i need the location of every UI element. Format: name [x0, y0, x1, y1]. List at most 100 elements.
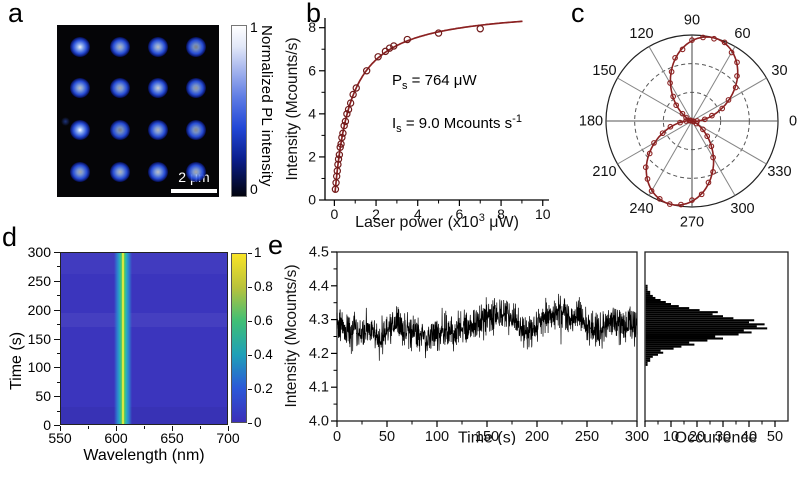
histogram-bar	[645, 301, 666, 304]
y-minor-tick	[56, 324, 60, 326]
angle-label: 210	[592, 164, 616, 180]
y-tick-label: 0	[43, 417, 51, 433]
data-point	[678, 201, 684, 208]
x-tick-label: 700	[216, 430, 240, 446]
histogram-bar	[645, 341, 690, 344]
data-point	[666, 201, 673, 207]
panel-d-heatmap	[60, 252, 228, 425]
colorbar-tick	[248, 321, 252, 322]
data-point	[690, 118, 697, 125]
histogram-bar	[645, 349, 661, 352]
y-tick	[54, 338, 60, 340]
histogram-bar	[645, 288, 648, 291]
histogram-bar	[645, 294, 653, 297]
y-tick-label: 0	[308, 192, 316, 208]
histogram-bar	[645, 359, 651, 362]
histogram-bar	[645, 363, 648, 366]
y-tick-label: 4	[308, 105, 316, 121]
annotation-is-pre: I	[392, 115, 397, 132]
data-point	[352, 84, 360, 92]
data-point	[679, 46, 686, 53]
histogram-bar	[645, 305, 679, 308]
angle-label: 300	[730, 201, 754, 217]
histogram-bar	[645, 298, 661, 302]
histogram-xlabel: Occurrence	[675, 430, 758, 446]
histogram-bar	[645, 290, 651, 293]
pl-spot	[147, 119, 168, 140]
annotation-saturation-power: Ps = 764 μW	[392, 72, 477, 92]
emission-line-605nm	[114, 253, 132, 424]
y-tick	[54, 252, 60, 253]
x-tick-label: 100	[425, 429, 449, 445]
data-point	[338, 133, 346, 142]
histogram-bar	[645, 286, 648, 289]
data-point	[667, 123, 674, 130]
y-tick-label: 8	[308, 19, 316, 35]
angle-label: 90	[684, 13, 700, 29]
data-point	[648, 188, 655, 194]
panel-b-ylabel: Intensity (Mcounts/s)	[285, 38, 301, 181]
data-point	[710, 169, 716, 175]
panel-e-label: e	[268, 230, 284, 260]
data-point	[339, 129, 347, 137]
x-minor-tick	[88, 426, 89, 429]
angle-label: 330	[767, 164, 791, 180]
histogram-bar	[645, 361, 648, 364]
data-point	[341, 117, 350, 126]
panel-e-time-trace-plot: 0 50 100 150 200 250 300 4.0 4.1 4.2 4.3 4.4 4.5 Time…	[283, 245, 645, 445]
data-point	[642, 164, 649, 171]
panel-e-ylabel: Intensity (Mcounts/s)	[283, 265, 300, 408]
annotation-saturation-intensity: Is = 9.0 Mcounts s-1	[392, 113, 522, 135]
y-tick	[54, 425, 60, 426]
data-point	[677, 119, 683, 126]
y-tick-label: 4.3	[309, 312, 329, 328]
histogram-bar	[645, 329, 744, 332]
x-tick-label: 50	[767, 429, 783, 445]
angle-label: 0	[789, 114, 797, 130]
y-minor-tick	[56, 381, 60, 383]
angle-label: 180	[579, 114, 603, 130]
histogram-bar	[645, 311, 718, 314]
pl-spot	[147, 77, 168, 98]
panel-b-label: b	[306, 0, 322, 28]
histogram-bar	[645, 307, 690, 310]
pl-spot	[185, 119, 206, 140]
x-tick-label: 50	[379, 429, 395, 445]
x-tick-label: 200	[525, 429, 549, 445]
pl-spot	[185, 77, 206, 98]
x-tick-label: 10	[663, 429, 679, 445]
y-minor-tick	[56, 352, 60, 354]
x-minor-tick	[200, 426, 201, 429]
x-tick	[116, 426, 117, 431]
data-point	[646, 150, 653, 157]
pl-spot	[147, 37, 168, 58]
panel-a-colorbar	[231, 25, 247, 197]
x-tick-label: 8	[497, 206, 505, 222]
x-tick-label: 40	[741, 429, 757, 445]
panel-d-label: d	[2, 222, 18, 252]
histogram-bar	[645, 337, 723, 340]
data-point	[705, 179, 712, 186]
x-tick-label: 600	[104, 430, 128, 446]
annotation-is-sub: s	[396, 123, 402, 135]
pl-spot	[110, 119, 131, 140]
histogram-bar	[645, 325, 757, 328]
data-point	[734, 73, 740, 79]
data-point	[721, 39, 728, 46]
pl-spot	[70, 37, 91, 58]
colorbar-tick-label: 1	[254, 245, 262, 260]
colorbar-tick-label: 0.6	[254, 313, 273, 328]
heatmap-band	[61, 312, 227, 327]
data-point	[656, 196, 663, 202]
y-tick-label: 4.2	[309, 346, 329, 362]
histogram-bar	[645, 323, 765, 326]
panel-c-polar-plot: 0 30 60 90 120 150 180 210 240 270 300 330	[579, 13, 797, 231]
data-point	[734, 59, 740, 66]
histogram-bar	[645, 319, 755, 322]
x-tick-label: 30	[715, 429, 731, 445]
panel-a-colorbar-tick-min: 0	[250, 181, 258, 197]
angle-label: 270	[680, 215, 704, 231]
data-point	[709, 112, 715, 119]
